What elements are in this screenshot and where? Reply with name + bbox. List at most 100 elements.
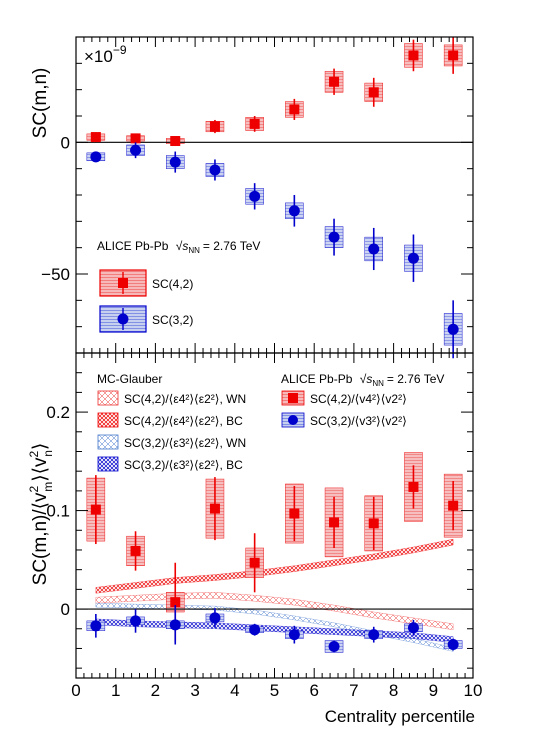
model-band-0 (95, 592, 454, 630)
bottom-point-0 (408, 481, 419, 492)
top-point-0 (368, 87, 379, 98)
bottom-point-1 (328, 640, 340, 652)
top-tick-labels: 0 −50 (41, 133, 70, 284)
x-tick-label: 6 (309, 681, 318, 700)
top-legend: SC(4,2) SC(3,2) (99, 269, 193, 333)
top-multiplier-base: ×10 (84, 47, 113, 66)
top-point-0 (90, 132, 101, 143)
top-systematic-boxes (86, 43, 463, 346)
top-point-1 (209, 164, 221, 176)
bottom-point-0 (448, 500, 459, 511)
top-point-1 (130, 144, 142, 156)
ytitle-sup2: 2 (27, 450, 41, 457)
model-legend-swatch-1 (97, 412, 119, 428)
model-legend-label-1: SC(4,2)/⟨ε4²⟩⟨ε2²⟩, BC (124, 414, 243, 428)
bottom-point-1 (249, 624, 261, 636)
x-tick-label: 0 (71, 681, 80, 700)
top-point-0 (249, 118, 260, 129)
top-annotation-energy: = 2.76 TeV (203, 239, 261, 253)
data-legend-marker-0 (288, 393, 298, 403)
ytitle-sc: SC(m,n)/⟨v (30, 492, 51, 585)
y-tick-label: −50 (41, 265, 70, 284)
bottom-point-1 (209, 612, 221, 624)
top-point-0 (408, 50, 419, 61)
y-tick-label: 0.1 (46, 502, 70, 521)
top-point-1 (249, 190, 261, 202)
top-point-0 (209, 121, 220, 132)
bottom-point-0 (329, 517, 340, 528)
top-panel: 0 −50 SC(m,n) ×10−9 ALICE Pb-Pb √sNN = 2.7… (30, 36, 474, 359)
x-tick-label: 8 (389, 681, 398, 700)
y-tick-label: 0.2 (46, 403, 70, 422)
bottom-annotation-nn: NN (372, 379, 384, 388)
model-legend-swatch-3 (97, 456, 119, 472)
bottom-point-1 (169, 619, 181, 631)
x-tick-label: 2 (151, 681, 160, 700)
bottom-data-marks (90, 465, 459, 653)
legend-label-1: SC(3,2) (152, 313, 193, 327)
top-point-0 (130, 133, 141, 144)
top-y-axis-title: SC(m,n) (30, 68, 51, 139)
data-legend-label-1: SC(3,2)/⟨v3²⟩⟨v2²⟩ (310, 414, 407, 428)
bottom-point-0 (209, 503, 220, 514)
top-data-marks (90, 37, 459, 359)
top-point-1 (288, 205, 300, 217)
x-axis-title: Centrality percentile (325, 707, 475, 726)
top-point-1 (90, 151, 102, 163)
x-tick-label: 3 (190, 681, 199, 700)
model-legend-label-2: SC(3,2)/⟨ε3²⟩⟨ε2²⟩, WN (124, 436, 246, 450)
bottom-point-0 (170, 597, 181, 608)
y-tick-label: 0 (61, 600, 70, 619)
top-point-1 (447, 323, 459, 335)
legend-label-0: SC(4,2) (152, 277, 193, 291)
bottom-point-1 (407, 622, 419, 634)
x-tick-label: 4 (230, 681, 239, 700)
model-legend-label-0: SC(4,2)/⟨ε4²⟩⟨ε2²⟩, WN (124, 392, 246, 406)
ytitle-close: ⟩ (30, 443, 51, 450)
bottom-annotation-sqrt: √ (360, 372, 367, 386)
data-legend-label-0: SC(4,2)/⟨v4²⟩⟨v2²⟩ (310, 392, 407, 406)
data-legend-marker-1 (288, 415, 298, 425)
top-annotation: ALICE Pb-Pb √sNN = 2.76 TeV (97, 239, 260, 255)
bottom-axes (75, 352, 474, 679)
bottom-annotation: ALICE Pb-Pb √sNN = 2.76 TeV (281, 372, 444, 388)
top-point-1 (169, 156, 181, 168)
ytitle-sub1: m (41, 482, 55, 492)
bottom-point-0 (249, 557, 260, 568)
bottom-point-0 (368, 518, 379, 529)
x-tick-label: 5 (270, 681, 279, 700)
ytitle-mid: ⟩⟨v (30, 457, 51, 482)
x-tick-label: 9 (429, 681, 438, 700)
model-bands (95, 538, 454, 652)
bottom-point-0 (130, 545, 141, 556)
x-tick-label: 1 (111, 681, 120, 700)
top-annotation-label: ALICE Pb-Pb (97, 239, 169, 253)
y-tick-label: 0 (61, 133, 70, 152)
top-multiplier-exponent: −9 (113, 43, 127, 57)
model-title: MC-Glauber (97, 372, 162, 386)
top-annotation-sqrt: √ (176, 239, 183, 253)
legend-marker-0 (118, 278, 128, 288)
top-annotation-s: s (182, 239, 188, 253)
ytitle-sub2: n (41, 450, 55, 457)
legend-marker-1 (117, 313, 129, 325)
bottom-point-0 (90, 504, 101, 515)
model-legend-label-3: SC(3,2)/⟨ε3²⟩⟨ε2²⟩, BC (124, 458, 243, 472)
bottom-legend: SC(4,2)/⟨ε4²⟩⟨ε2²⟩, WN SC(4,2)/⟨ε4²⟩⟨ε2²⟩… (97, 390, 407, 472)
top-point-0 (289, 104, 300, 115)
top-point-1 (407, 252, 419, 264)
bottom-tick-labels: 0 1 2 3 4 5 6 7 8 9 10 0 0.1 0.2 (46, 403, 482, 700)
bottom-point-1 (288, 629, 300, 641)
bottom-point-1 (368, 629, 380, 641)
top-point-1 (328, 231, 340, 243)
top-point-0 (448, 50, 459, 61)
top-point-0 (170, 136, 181, 147)
model-band-1 (95, 538, 454, 594)
top-point-0 (329, 76, 340, 87)
top-point-1 (368, 243, 380, 255)
bottom-point-0 (289, 508, 300, 519)
top-annotation-nn: NN (188, 246, 200, 255)
bottom-point-1 (130, 615, 142, 627)
